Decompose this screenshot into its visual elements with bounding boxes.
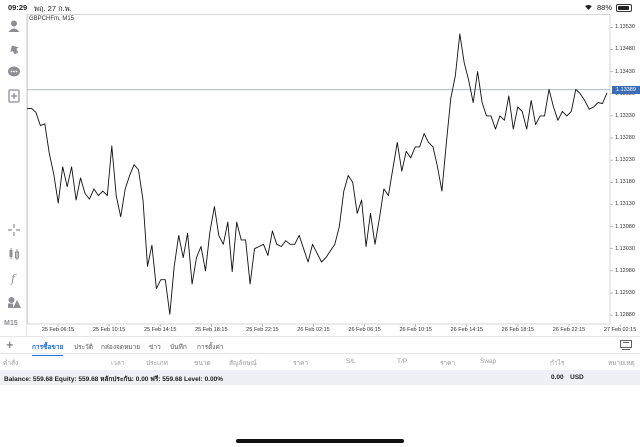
x-tick-label: 25 Feb 06:15: [41, 327, 75, 333]
chart-toolbar: f M15: [0, 14, 27, 336]
objects-icon[interactable]: [6, 294, 22, 310]
balance-summary: Balance: 559.68 Equity: 559.68 หลักประกั…: [4, 376, 223, 383]
indicators-icon[interactable]: [6, 246, 22, 262]
function-icon[interactable]: f: [6, 270, 22, 286]
battery-percent: 88%: [596, 3, 612, 12]
y-tick-label: 1.13480: [615, 46, 635, 53]
battery-icon: [616, 3, 632, 12]
status-time: 09:29: [8, 3, 28, 12]
x-tick-label: 26 Feb 10:15: [399, 327, 432, 333]
trade-table-header: คำสั่ง เวลา ประเภท ขนาด สัญลักษณ์ ราคา S…: [0, 354, 640, 370]
account-currency: USD: [570, 374, 584, 381]
x-tick-label: 25 Feb 18:15: [195, 327, 228, 333]
y-tick-label: 1.13130: [615, 201, 635, 208]
home-indicator[interactable]: [236, 439, 404, 443]
x-tick-label: 27 Feb 02:15: [603, 327, 637, 333]
price-series-line: [27, 33, 608, 315]
y-tick-label: 1.13430: [615, 68, 635, 75]
balance-row: Balance: 559.68 Equity: 559.68 หลักประกั…: [0, 370, 640, 385]
bottom-tabs: + การซื้อขาย ประวัติ กล่องจดหมาย ข่าว บั…: [0, 336, 640, 356]
layout-icon[interactable]: [620, 340, 632, 351]
x-tick-label: 26 Feb 06:15: [348, 327, 381, 333]
wifi-icon: [584, 3, 593, 12]
y-tick-label: 1.13280: [615, 135, 635, 141]
status-bar: 09:29 พฤ. 27 ก.พ. 88%: [0, 0, 640, 14]
col-type: ประเภท: [146, 360, 168, 367]
col-time: เวลา: [111, 360, 125, 367]
plot-frame: [27, 14, 611, 325]
col-tp: T/P: [397, 358, 408, 365]
account-icon[interactable]: [6, 18, 22, 34]
y-tick-label: 1.13330: [615, 112, 635, 119]
new-order-icon[interactable]: [6, 88, 22, 104]
trade-icon[interactable]: [6, 40, 22, 56]
x-tick-label: 25 Feb 14:15: [143, 327, 177, 333]
y-tick-label: 1.13230: [615, 157, 635, 164]
y-tick-label: 1.12880: [615, 312, 635, 319]
y-tick-label: 1.13180: [615, 179, 635, 186]
col-comment: หมายเหตุ: [608, 360, 635, 367]
col-price: ราคา: [293, 360, 309, 367]
y-tick-label: 1.12980: [615, 267, 635, 274]
tab-history[interactable]: ประวัติ: [74, 344, 93, 351]
x-tick-label: 25 Feb 10:15: [92, 327, 126, 333]
x-tick-label: 26 Feb 02:15: [297, 327, 330, 333]
x-tick-label: 26 Feb 18:15: [501, 327, 535, 333]
current-price-tag: 1.13389: [612, 85, 640, 94]
tab-mailbox[interactable]: กล่องจดหมาย: [101, 344, 141, 351]
status-date: พฤ. 27 ก.พ.: [34, 4, 72, 13]
col-swap: Swap: [480, 358, 497, 365]
col-sl: S/L: [346, 358, 356, 365]
chart-canvas[interactable]: [27, 14, 640, 336]
chat-icon[interactable]: [6, 64, 22, 80]
y-tick-label: 1.13080: [615, 223, 635, 230]
x-tick-label: 26 Feb 22:15: [552, 327, 586, 333]
y-tick-label: 1.13530: [615, 24, 635, 31]
plus-icon[interactable]: +: [6, 337, 14, 352]
svg-text:f: f: [10, 273, 17, 286]
crosshair-icon[interactable]: [6, 222, 22, 238]
chart-symbol-label: GBPCHFm, M15: [29, 16, 75, 22]
col-current-price: ราคา: [440, 360, 456, 367]
tab-journal[interactable]: บันทึก: [170, 344, 187, 351]
y-tick-label: 1.13030: [615, 245, 635, 252]
col-volume: ขนาด: [194, 360, 211, 367]
tab-settings[interactable]: การตั้งค่า: [197, 344, 224, 351]
y-tick-label: 1.12930: [615, 290, 635, 296]
timeframe-label[interactable]: M15: [4, 320, 18, 327]
total-profit: 0.00: [551, 374, 564, 381]
price-chart[interactable]: GBPCHFm, M15 1.13530 1.13480 1.13430 1.1338…: [27, 14, 640, 336]
col-profit: กำไร: [550, 360, 565, 367]
tab-trade[interactable]: การซื้อขาย: [32, 344, 64, 356]
tab-news[interactable]: ข่าว: [149, 344, 161, 351]
x-tick-label: 25 Feb 22:15: [246, 327, 279, 333]
x-tick-label: 26 Feb 14:15: [450, 327, 484, 333]
col-order: คำสั่ง: [3, 360, 19, 367]
col-symbol: สัญลักษณ์: [229, 360, 257, 367]
